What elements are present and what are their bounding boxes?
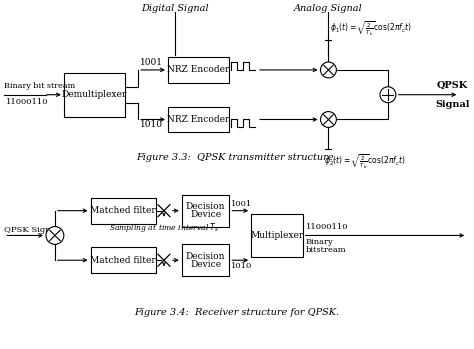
Text: QPSK: QPSK bbox=[437, 81, 468, 90]
Text: Digital Signal: Digital Signal bbox=[141, 4, 209, 13]
Text: 11000110: 11000110 bbox=[306, 223, 348, 231]
Text: Binary: Binary bbox=[306, 238, 333, 246]
Bar bbox=[168, 57, 229, 83]
Text: Signal: Signal bbox=[435, 100, 470, 109]
Bar bbox=[251, 214, 303, 257]
Text: Multiplexer: Multiplexer bbox=[250, 231, 303, 240]
Text: Device: Device bbox=[190, 210, 221, 219]
Text: Decision: Decision bbox=[186, 202, 225, 211]
Text: Matched filter: Matched filter bbox=[91, 206, 156, 215]
Text: 1010: 1010 bbox=[231, 262, 253, 270]
Text: bitstream: bitstream bbox=[306, 246, 346, 254]
Text: $\phi_2(t) = \sqrt{\frac{2}{T_b}}\cos(2\pi f_c t)$: $\phi_2(t) = \sqrt{\frac{2}{T_b}}\cos(2\… bbox=[323, 152, 406, 171]
Text: Analog Signal: Analog Signal bbox=[294, 4, 363, 13]
Text: Device: Device bbox=[190, 260, 221, 269]
Text: Binary bit stream: Binary bit stream bbox=[4, 82, 76, 90]
Circle shape bbox=[46, 227, 64, 244]
Bar bbox=[182, 244, 229, 276]
Circle shape bbox=[320, 112, 337, 127]
Bar bbox=[64, 73, 125, 117]
Text: 1010: 1010 bbox=[140, 120, 163, 129]
Text: Figure 3.4:  Receiver structure for QPSK.: Figure 3.4: Receiver structure for QPSK. bbox=[134, 308, 339, 317]
Text: 11000110: 11000110 bbox=[6, 98, 49, 106]
Text: QPSK Signal: QPSK Signal bbox=[4, 225, 59, 233]
Circle shape bbox=[320, 62, 337, 78]
Text: NRZ Encoder: NRZ Encoder bbox=[167, 115, 230, 124]
Bar bbox=[182, 195, 229, 227]
Text: Matched filter: Matched filter bbox=[91, 256, 156, 265]
Bar bbox=[91, 198, 156, 224]
Text: Sampling at time interval $T_s$: Sampling at time interval $T_s$ bbox=[109, 221, 219, 233]
Text: $\phi_1(t) = \sqrt{\frac{2}{T_b}}\cos(2\pi f_c t)$: $\phi_1(t) = \sqrt{\frac{2}{T_b}}\cos(2\… bbox=[330, 19, 412, 38]
Text: 1001: 1001 bbox=[231, 200, 253, 208]
Text: 1001: 1001 bbox=[140, 58, 163, 67]
Text: Decision: Decision bbox=[186, 252, 225, 261]
Bar bbox=[168, 106, 229, 132]
Text: Demultiplexer: Demultiplexer bbox=[62, 90, 127, 99]
Bar bbox=[91, 247, 156, 273]
Circle shape bbox=[380, 87, 396, 103]
Text: Figure 3.3:  QPSK transmitter structure.: Figure 3.3: QPSK transmitter structure. bbox=[136, 153, 337, 162]
Text: NRZ Encoder: NRZ Encoder bbox=[167, 66, 230, 74]
